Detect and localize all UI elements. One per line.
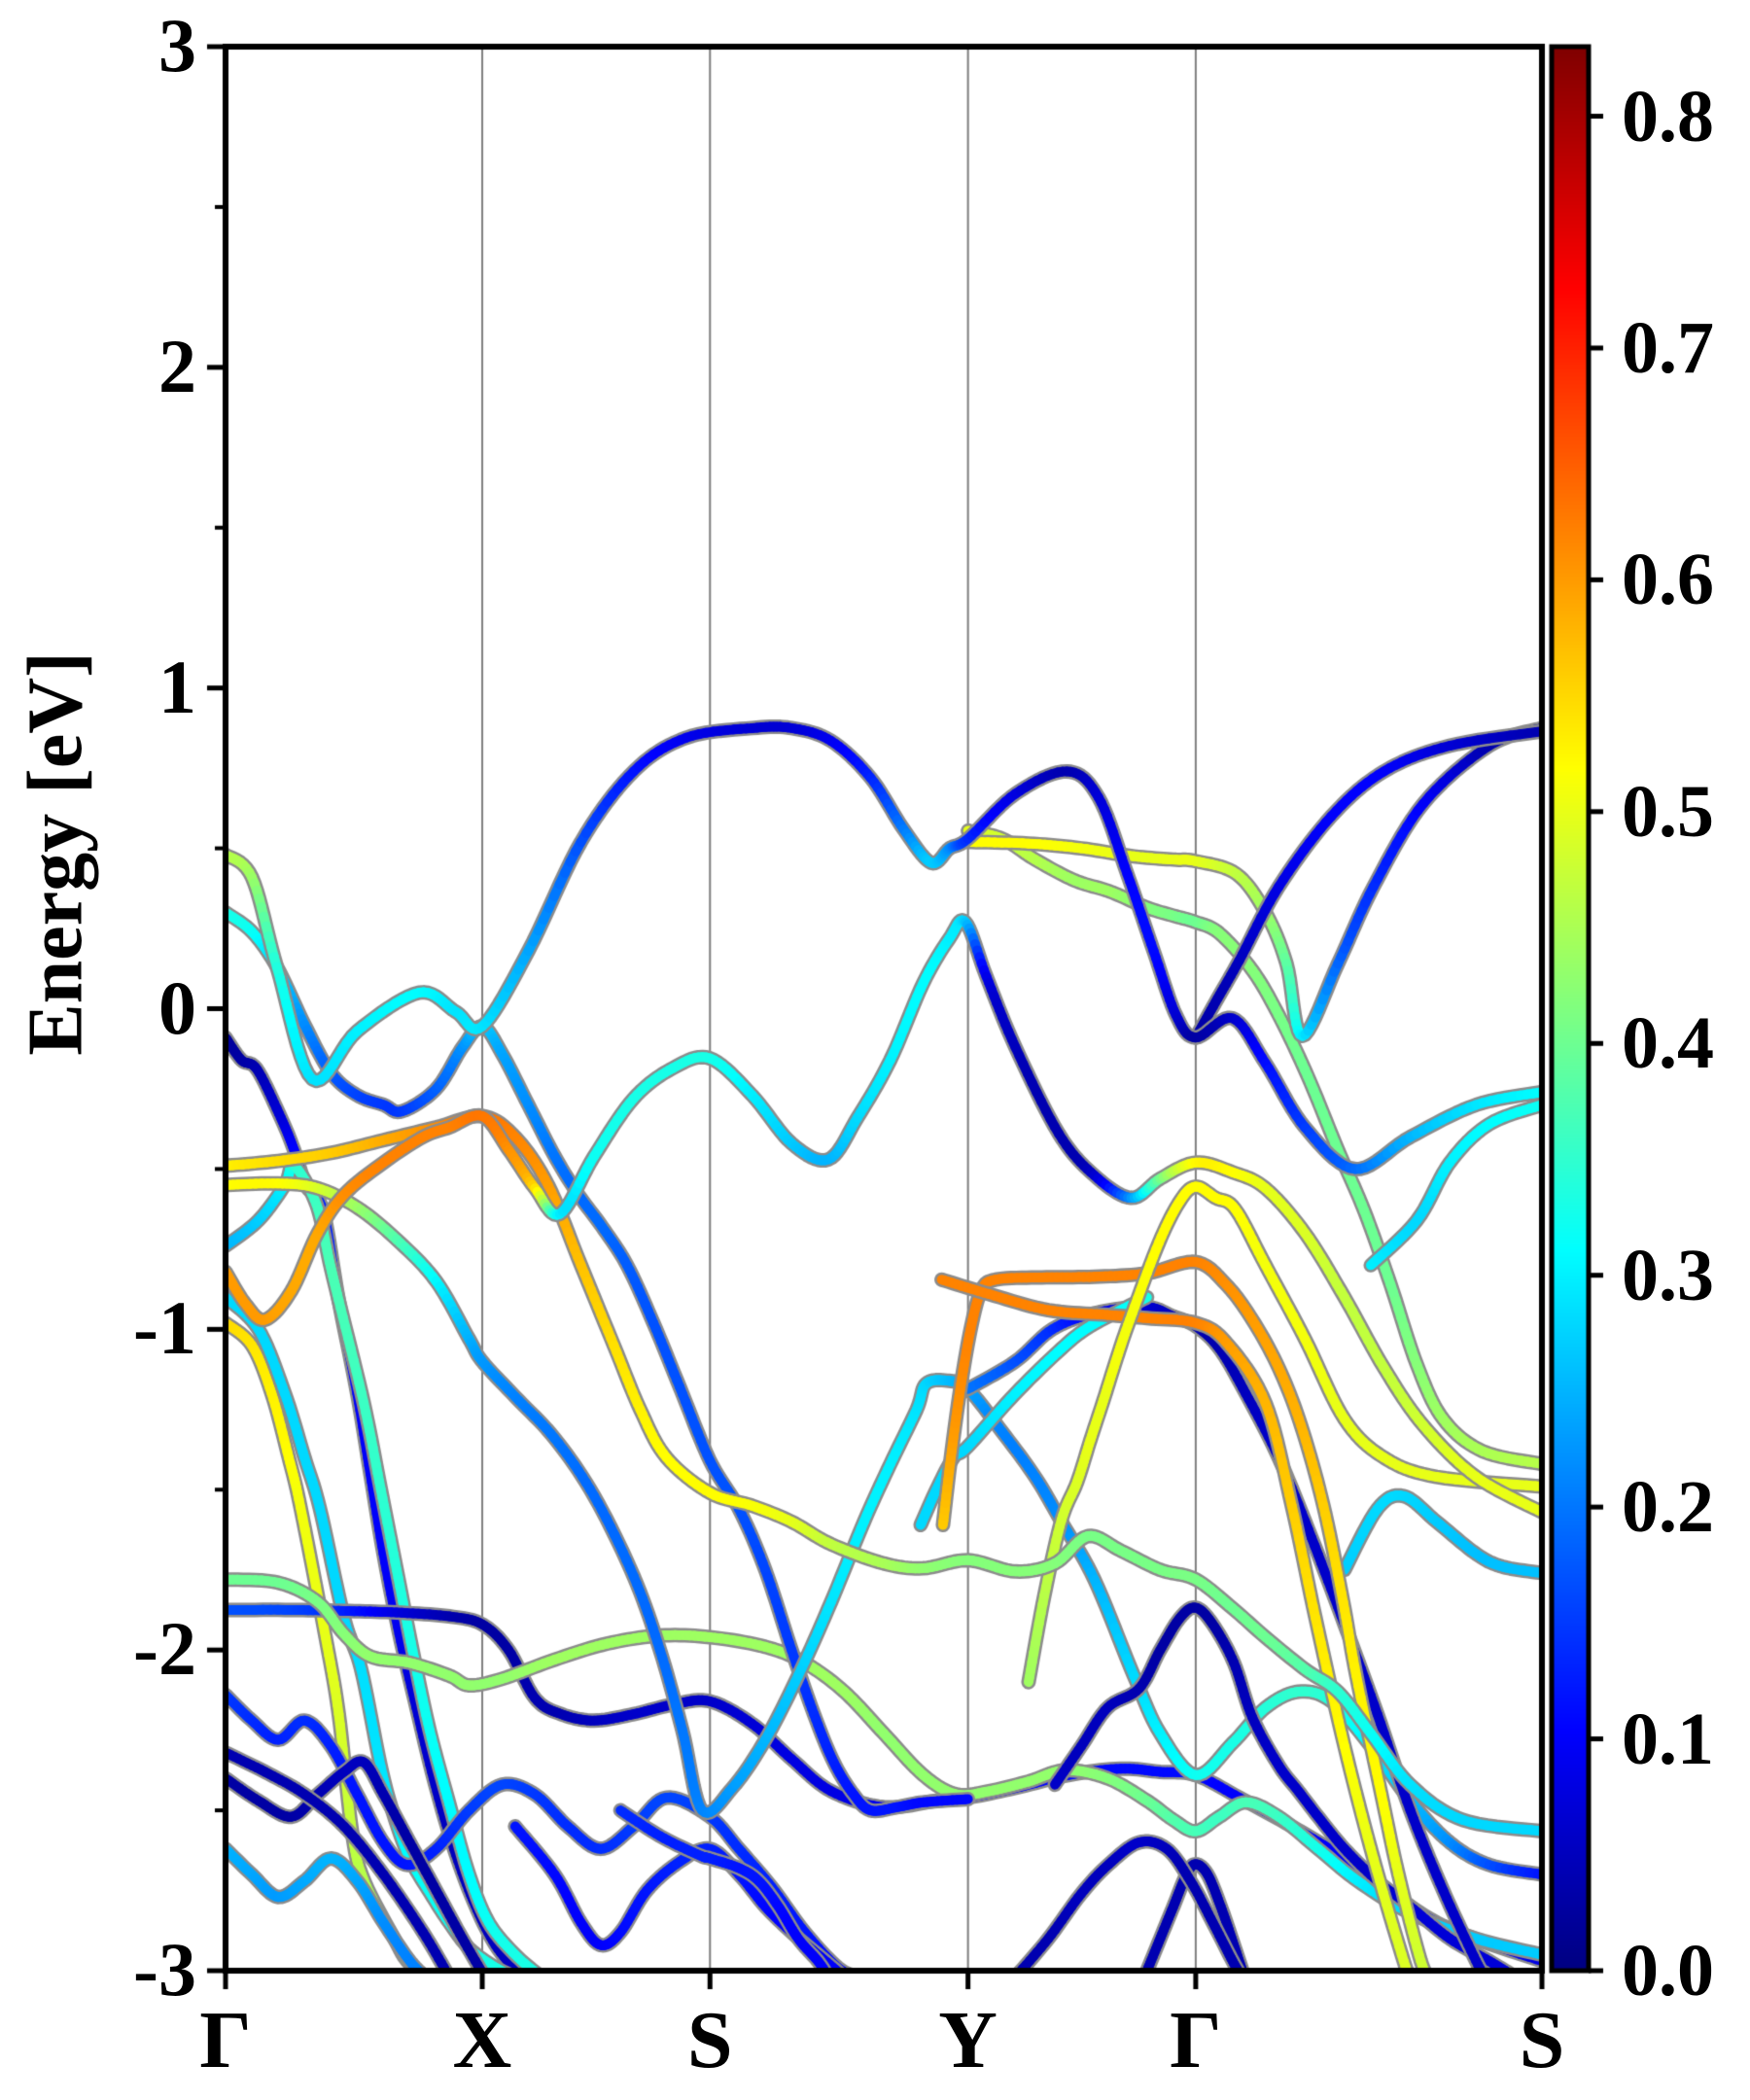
y-tick-label--2: -2 <box>133 1606 196 1692</box>
colorbar-tick-label-0.3: 0.3 <box>1622 1234 1714 1316</box>
colorbar-tick-label-0.5: 0.5 <box>1622 770 1714 853</box>
x-tick-label-2-S: S <box>686 1995 733 2085</box>
colorbar-tick-label-0.6: 0.6 <box>1622 539 1714 621</box>
y-tick-label-2: 2 <box>158 323 196 408</box>
colorbar-tick-label-0.8: 0.8 <box>1622 75 1714 158</box>
colorbar-tick-label-0.1: 0.1 <box>1622 1698 1714 1780</box>
x-tick-label-3-Y: Y <box>938 1995 998 2085</box>
x-tick-label-5-S: S <box>1519 1995 1565 2085</box>
x-tick-label-0-Γ: Γ <box>199 1995 252 2085</box>
y-tick-label-1: 1 <box>158 644 196 729</box>
y-tick-label--1: -1 <box>133 1285 196 1371</box>
colorbar-tick-label-0.4: 0.4 <box>1622 1002 1714 1085</box>
y-tick-label--3: -3 <box>133 1927 196 2012</box>
x-tick-label-1-X: X <box>452 1995 512 2085</box>
colorbar-tick-label-0.7: 0.7 <box>1622 306 1714 389</box>
colorbar-tick-label-0.0: 0.0 <box>1622 1930 1714 2012</box>
colorbar-tick-label-0.2: 0.2 <box>1622 1466 1714 1549</box>
y-tick-label-0: 0 <box>158 964 196 1050</box>
x-tick-label-4-Γ: Γ <box>1170 1995 1222 2085</box>
y-tick-label-3: 3 <box>158 3 196 88</box>
